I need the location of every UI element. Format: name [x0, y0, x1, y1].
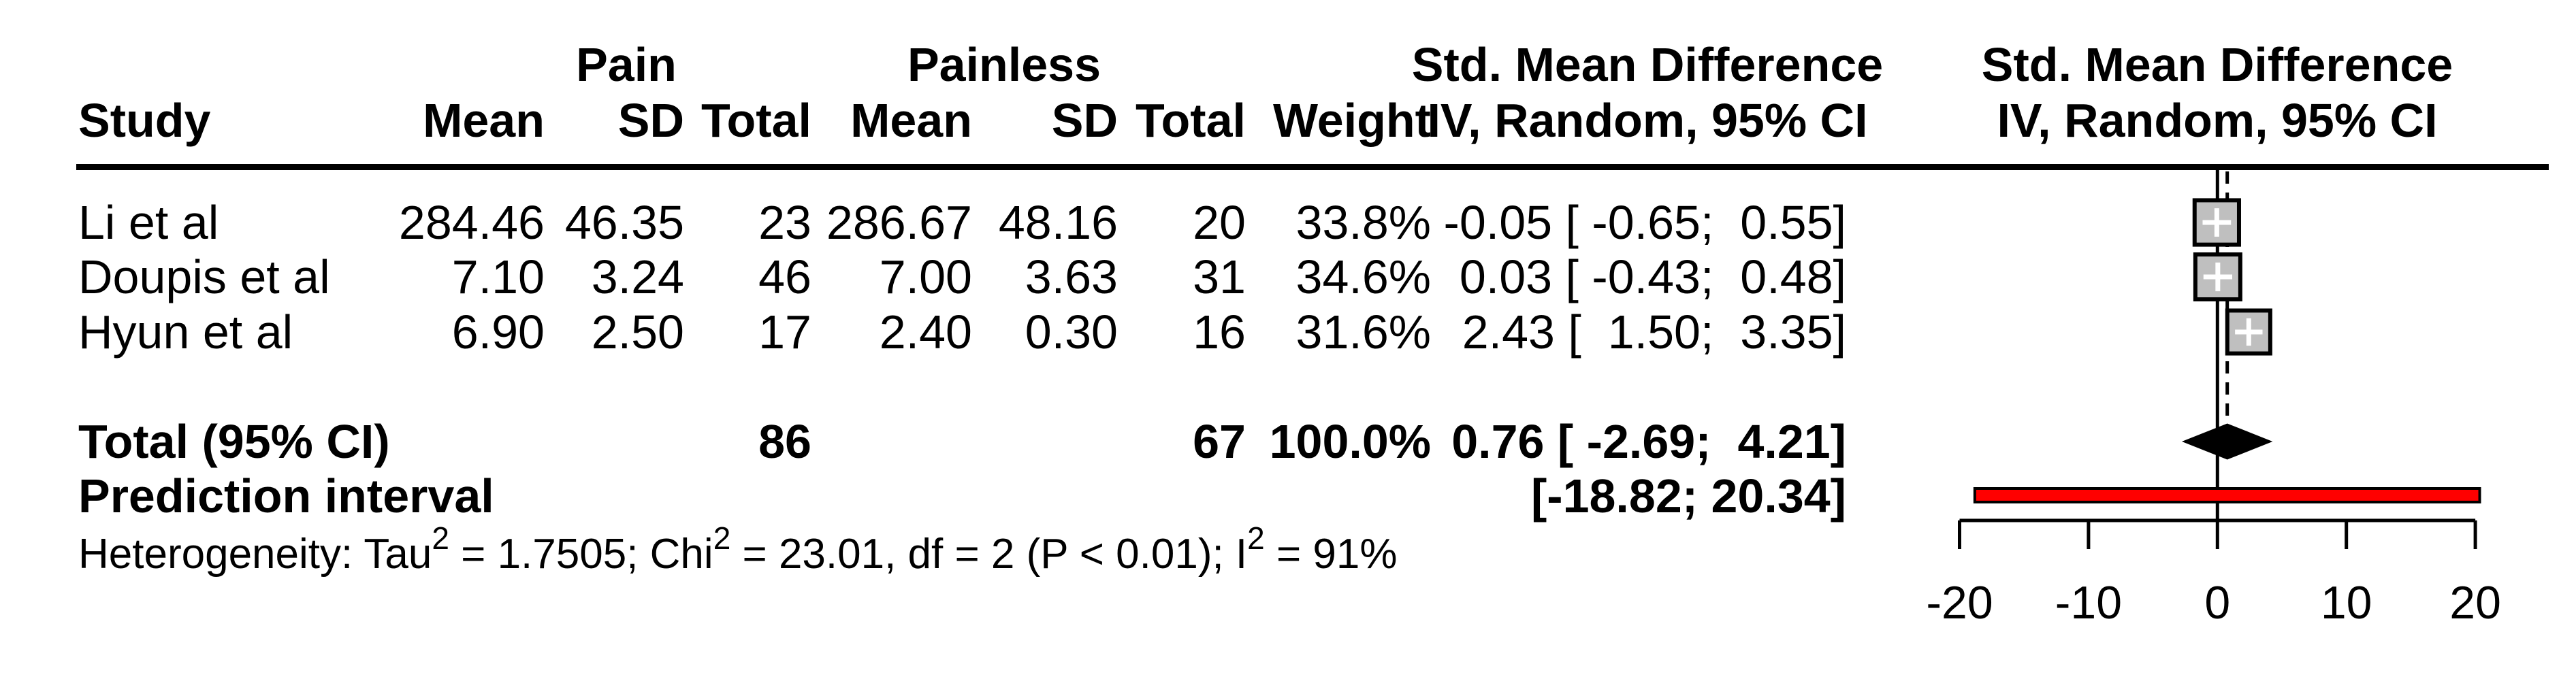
- cell-pain_sd: 46.35: [564, 196, 684, 249]
- pooled-diamond: [2181, 423, 2273, 460]
- cell-painless_total: 20: [1193, 196, 1246, 249]
- cell-weight: 33.8%: [1295, 196, 1431, 249]
- cell-painless_total: 16: [1193, 305, 1246, 359]
- smd-column-model: IV, Random, 95% CI: [1427, 94, 1868, 147]
- cell-ci_label: 0.76 [ -2.69; 4.21]: [1451, 415, 1846, 468]
- cell-ci_label: 0.03 [ -0.43; 0.48]: [1459, 250, 1846, 303]
- cell-painless_sd: 48.16: [998, 196, 1118, 249]
- cell-pain_mean: 284.46: [398, 196, 545, 249]
- header-rule: [76, 164, 2549, 170]
- cell-pain_mean: 6.90: [451, 305, 545, 359]
- column-header-painless-total: Total: [1135, 94, 1246, 147]
- cell-ci_label: 2.43 [ 1.50; 3.35]: [1462, 305, 1846, 359]
- prediction-interval-bar: [1973, 487, 2481, 503]
- superscript: 2: [713, 520, 731, 557]
- cell-painless_sd: 3.63: [1025, 250, 1118, 303]
- smd-column-title: Std. Mean Difference: [1411, 38, 1884, 91]
- axis-tick-label: 0: [2204, 577, 2231, 629]
- study-label: Li et al: [78, 196, 219, 249]
- study-square: [2225, 308, 2272, 356]
- axis-tick-label: 20: [2449, 577, 2501, 629]
- study-label: Doupis et al: [78, 250, 330, 303]
- cell-pain_sd: 2.50: [591, 305, 684, 359]
- cell-painless_mean: 7.00: [879, 250, 972, 303]
- cell-ci_label: -0.05 [ -0.65; 0.55]: [1443, 196, 1846, 249]
- column-header-pain-sd: SD: [617, 94, 684, 147]
- superscript: 2: [432, 520, 449, 557]
- column-header-study: Study: [78, 94, 211, 147]
- cell-pain_total: 23: [758, 196, 811, 249]
- superscript: 2: [1247, 520, 1265, 557]
- cell-weight: 100.0%: [1269, 415, 1431, 468]
- cell-weight: 34.6%: [1295, 250, 1431, 303]
- column-header-pain-total: Total: [701, 94, 811, 147]
- cell-pain_total: 86: [758, 415, 811, 468]
- axis-tick-label: -10: [2055, 577, 2123, 629]
- cell-painless_total: 67: [1193, 415, 1246, 468]
- cell-pain_sd: 3.24: [591, 250, 684, 303]
- cell-painless_mean: 286.67: [826, 196, 972, 249]
- cell-ci_label: [-18.82; 20.34]: [1530, 469, 1846, 522]
- column-header-pain-mean: Mean: [423, 94, 545, 147]
- prediction-label: Prediction interval: [78, 469, 494, 522]
- cell-pain_mean: 7.10: [451, 250, 545, 303]
- column-header-painless-mean: Mean: [850, 94, 972, 147]
- column-header-weight: Weight: [1272, 94, 1431, 147]
- cell-pain_total: 17: [758, 305, 811, 359]
- smd-plot-model: IV, Random, 95% CI: [1997, 94, 2438, 147]
- axis-tick-label: -20: [1926, 577, 1993, 629]
- column-header-painless-sd: SD: [1051, 94, 1118, 147]
- cell-painless_sd: 0.30: [1025, 305, 1118, 359]
- study-label: Hyun et al: [78, 305, 293, 359]
- cell-painless_total: 31: [1193, 250, 1246, 303]
- group-header-pain: Pain: [576, 38, 677, 91]
- heterogeneity-text: Heterogeneity: Tau2 = 1.7505; Chi2 = 23.…: [78, 520, 1398, 578]
- group-header-painless: Painless: [907, 38, 1101, 91]
- cell-weight: 31.6%: [1295, 305, 1431, 359]
- cell-painless_mean: 2.40: [879, 305, 972, 359]
- cell-pain_total: 46: [758, 250, 811, 303]
- axis-tick-label: 10: [2320, 577, 2372, 629]
- total-label: Total (95% CI): [78, 415, 390, 468]
- smd-plot-title: Std. Mean Difference: [1981, 38, 2453, 91]
